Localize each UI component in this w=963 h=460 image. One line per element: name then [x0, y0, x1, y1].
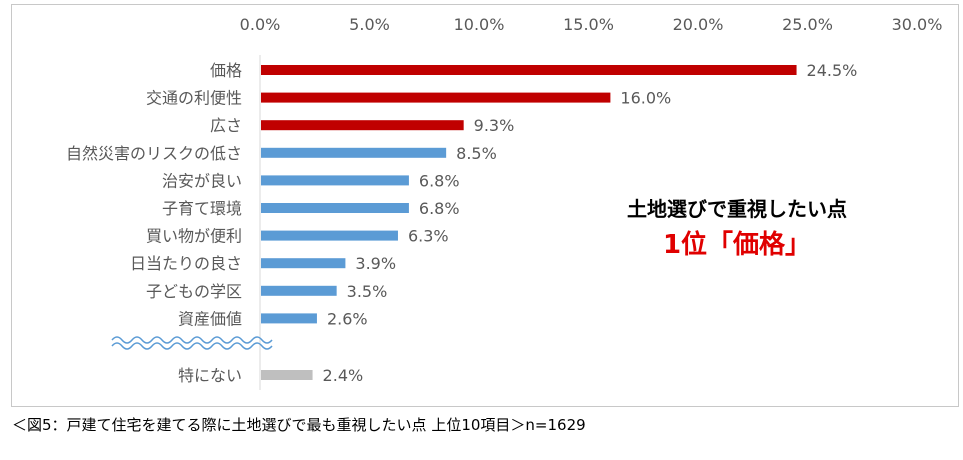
data-label: 3.5% [347, 282, 388, 301]
bar-chart: 0.0% 5.0% 10.0% 15.0% 20.0% 25.0% 30.0% 価格 24.5%… [66, 15, 943, 390]
data-label: 2.4% [323, 366, 364, 385]
bar [261, 258, 346, 269]
bar [261, 203, 409, 213]
callout-line1: 土地選びで重視したい点 [627, 197, 847, 221]
x-tick-label: 0.0% [240, 15, 281, 34]
category-label: 交通の利便性 [146, 89, 242, 108]
data-label: 6.8% [419, 171, 460, 190]
category-label: 買い物が便利 [146, 227, 242, 246]
data-label: 2.6% [327, 309, 368, 328]
bar [261, 65, 797, 75]
data-label: 8.5% [456, 144, 497, 163]
callout-line2: 1位「価格」 [662, 230, 812, 260]
figure-caption: ＜図5：戸建て住宅を建てる際に土地選びで最も重視したい点 上位10項目＞n=16… [12, 416, 586, 434]
data-label: 6.8% [419, 199, 460, 218]
category-label: 資産価値 [178, 309, 242, 328]
data-label: 9.3% [474, 116, 515, 135]
category-label: 子どもの学区 [146, 282, 242, 301]
bar [261, 370, 313, 380]
bar [261, 313, 317, 324]
axis-break-line [111, 342, 273, 350]
bar [261, 147, 447, 158]
data-label: 3.9% [355, 254, 396, 273]
callout: 土地選びで重視したい点 1位「価格」 [572, 193, 902, 261]
data-label: 6.3% [408, 227, 449, 246]
bar [261, 175, 409, 186]
data-label: 24.5% [807, 61, 858, 80]
bar [261, 92, 611, 103]
data-label: 16.0% [620, 89, 671, 108]
chart-frame: 0.0% 5.0% 10.0% 15.0% 20.0% 25.0% 30.0% 価格 24.5%… [11, 4, 959, 407]
category-label: 子育て環境 [162, 199, 242, 218]
bar [261, 230, 398, 241]
x-tick-label: 10.0% [454, 15, 505, 34]
x-tick-label: 30.0% [892, 15, 943, 34]
category-label: 自然災害のリスクの低さ [66, 144, 242, 163]
category-label: 日当たりの良さ [130, 254, 242, 273]
bar [261, 285, 337, 296]
x-tick-label: 5.0% [349, 15, 390, 34]
category-label: 広さ [210, 116, 242, 135]
bar [261, 120, 464, 131]
axis-break-line [111, 336, 273, 344]
x-tick-label: 20.0% [673, 15, 724, 34]
x-tick-label: 25.0% [782, 15, 833, 34]
category-label: 治安が良い [162, 171, 242, 190]
category-label: 特にない [178, 366, 242, 385]
category-label: 価格 [210, 61, 242, 80]
x-tick-label: 15.0% [563, 15, 614, 34]
